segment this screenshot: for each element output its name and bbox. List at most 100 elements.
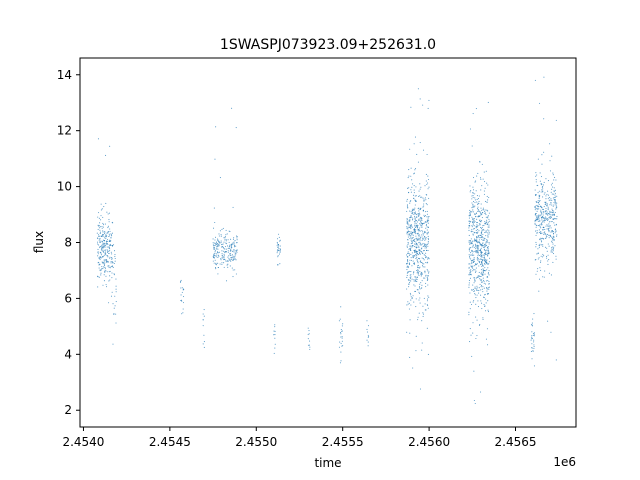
data-point	[422, 312, 424, 314]
data-point	[222, 250, 224, 252]
data-point	[477, 237, 479, 239]
data-point	[485, 235, 487, 237]
data-point	[417, 229, 419, 231]
data-point	[420, 251, 422, 253]
data-point	[477, 300, 479, 302]
data-point	[488, 261, 490, 263]
data-point	[226, 264, 228, 266]
data-point	[475, 288, 477, 290]
data-point	[550, 221, 552, 223]
data-point	[535, 234, 537, 236]
data-point	[477, 202, 479, 204]
data-point	[478, 259, 480, 261]
data-point	[101, 244, 103, 246]
data-point	[476, 224, 478, 226]
data-point	[537, 192, 539, 194]
data-point	[421, 320, 423, 322]
data-point	[480, 250, 482, 252]
data-point	[481, 279, 483, 281]
data-point	[203, 346, 205, 349]
data-point	[536, 210, 538, 212]
data-point	[414, 217, 416, 219]
data-point	[276, 252, 278, 254]
data-point	[230, 256, 232, 259]
data-point	[546, 257, 548, 259]
data-point	[483, 282, 485, 284]
data-point	[478, 241, 481, 243]
data-point	[424, 277, 426, 279]
data-point	[409, 356, 411, 358]
data-point	[182, 312, 184, 314]
data-point	[548, 217, 550, 219]
data-point	[422, 197, 424, 199]
data-point	[420, 196, 422, 198]
data-point	[232, 206, 234, 208]
data-point	[235, 127, 237, 129]
data-point	[409, 235, 411, 237]
data-point	[474, 239, 476, 241]
data-point	[488, 226, 490, 228]
data-point	[97, 228, 99, 230]
data-point	[484, 245, 486, 247]
data-point	[531, 322, 533, 324]
data-point	[477, 225, 479, 227]
data-point	[109, 250, 111, 252]
data-point	[544, 202, 546, 204]
data-point	[548, 259, 550, 261]
data-point	[473, 370, 475, 372]
data-point	[234, 246, 236, 248]
data-point	[233, 256, 235, 258]
data-point	[477, 255, 479, 257]
data-point	[549, 215, 551, 218]
data-point	[217, 245, 219, 248]
data-point	[472, 322, 474, 324]
data-point	[115, 278, 117, 280]
data-point	[555, 201, 557, 204]
data-point	[545, 207, 547, 209]
data-point	[476, 218, 478, 220]
data-point	[414, 285, 416, 287]
data-point	[477, 244, 479, 246]
data-point	[224, 248, 226, 250]
data-point	[180, 280, 182, 282]
data-point	[542, 190, 544, 192]
data-point	[478, 230, 480, 232]
data-point	[552, 233, 555, 235]
data-point	[470, 254, 472, 256]
data-point	[551, 182, 553, 184]
data-point	[552, 261, 554, 264]
data-point	[477, 246, 479, 248]
data-point	[480, 256, 482, 258]
data-point	[102, 243, 104, 245]
data-point	[474, 290, 476, 292]
data-point	[213, 244, 215, 247]
data-point	[480, 294, 482, 296]
data-point	[203, 309, 205, 311]
data-point	[98, 225, 100, 227]
data-point	[102, 247, 104, 249]
data-point	[487, 236, 489, 238]
data-point	[110, 233, 112, 235]
data-point	[234, 269, 236, 271]
data-point	[410, 280, 412, 282]
data-point	[548, 272, 550, 274]
data-point	[424, 270, 426, 272]
data-point	[549, 212, 551, 214]
data-point	[486, 246, 488, 248]
data-point	[230, 250, 232, 252]
data-point	[229, 230, 231, 233]
data-point	[538, 218, 540, 220]
data-point	[421, 243, 423, 245]
data-point	[539, 215, 541, 217]
data-point	[416, 278, 418, 280]
data-point	[531, 335, 533, 337]
data-point	[235, 253, 237, 255]
data-point	[472, 245, 474, 247]
data-point	[412, 211, 414, 213]
data-point	[109, 275, 111, 277]
data-point	[421, 226, 423, 228]
data-point	[483, 243, 486, 245]
data-point	[212, 260, 214, 262]
data-point	[426, 229, 428, 231]
